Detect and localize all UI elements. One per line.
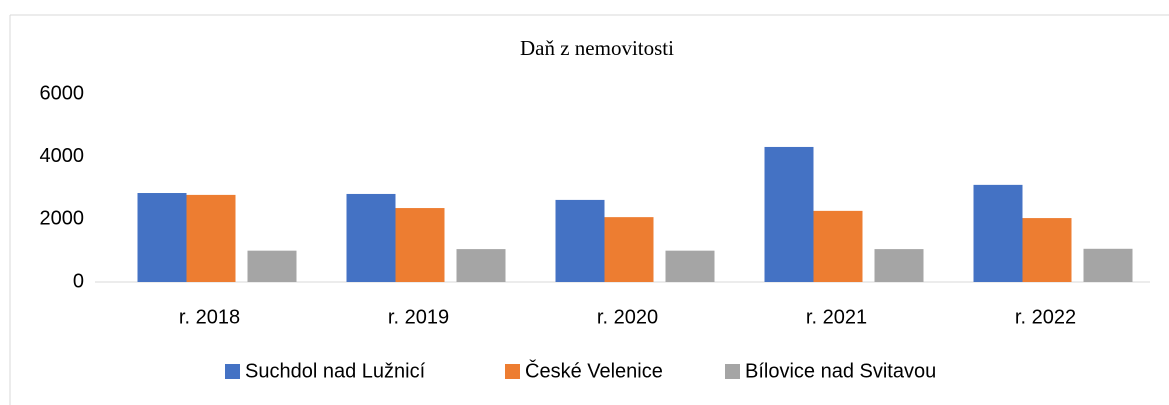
y-tick-label: 0 (73, 270, 84, 292)
legend-swatch (505, 364, 520, 379)
y-tick-label: 6000 (40, 82, 85, 104)
legend-label: Suchdol nad Lužnicí (245, 360, 426, 382)
bar (1022, 218, 1072, 282)
bar (247, 250, 297, 282)
bar (395, 208, 445, 282)
x-tick-label: r. 2020 (597, 306, 658, 328)
bar (604, 217, 654, 282)
bar (346, 193, 396, 282)
bar (456, 249, 506, 282)
bar (665, 250, 715, 282)
bar (1083, 248, 1133, 282)
bar (186, 194, 236, 282)
x-tick-label: r. 2018 (179, 306, 240, 328)
legend-label: České Velenice (525, 359, 663, 382)
legend-swatch (725, 364, 740, 379)
legend-label: Bílovice nad Svitavou (745, 360, 936, 382)
bar (813, 210, 863, 282)
x-tick-label: r. 2022 (1015, 306, 1076, 328)
bar (874, 249, 924, 282)
bar (137, 193, 187, 282)
y-tick-label: 2000 (40, 208, 85, 230)
bar (555, 199, 605, 282)
chart-title: Daň z nemovitosti (520, 36, 674, 60)
y-tick-label: 4000 (40, 145, 85, 167)
bar (973, 184, 1023, 282)
legend-swatch (225, 364, 240, 379)
bar (764, 146, 814, 282)
x-tick-label: r. 2021 (806, 306, 867, 328)
x-tick-label: r. 2019 (388, 306, 449, 328)
